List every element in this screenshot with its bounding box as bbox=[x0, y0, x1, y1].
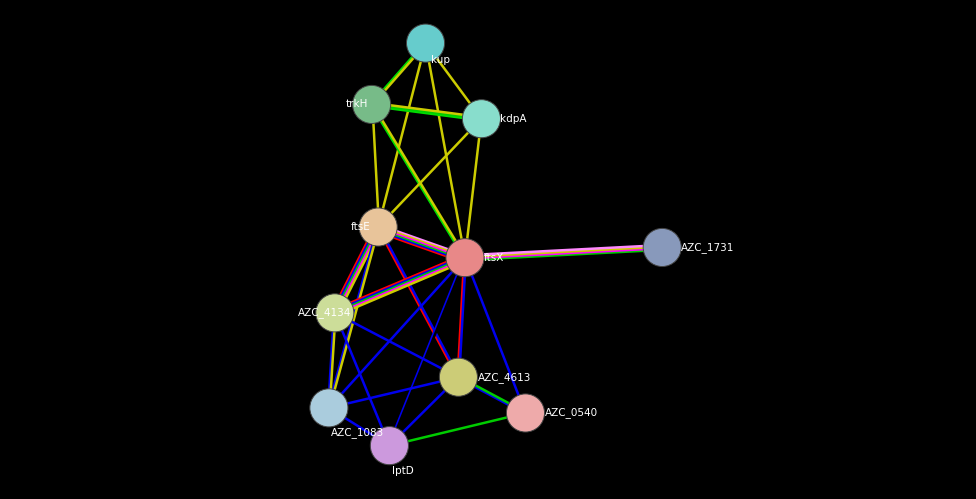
Text: ftsE: ftsE bbox=[351, 222, 371, 232]
Text: AZC_1083: AZC_1083 bbox=[331, 427, 385, 438]
Circle shape bbox=[370, 427, 408, 465]
Text: kup: kup bbox=[431, 55, 450, 65]
Text: kdpA: kdpA bbox=[501, 114, 527, 124]
Text: AZC_1731: AZC_1731 bbox=[681, 242, 735, 253]
Circle shape bbox=[359, 208, 397, 246]
Circle shape bbox=[446, 239, 484, 277]
Circle shape bbox=[352, 85, 390, 123]
Circle shape bbox=[406, 24, 445, 62]
Text: AZC_0540: AZC_0540 bbox=[545, 408, 597, 419]
Circle shape bbox=[309, 389, 348, 427]
Text: ftsX: ftsX bbox=[484, 252, 505, 262]
Text: lptD: lptD bbox=[391, 466, 414, 476]
Circle shape bbox=[507, 394, 545, 432]
Text: AZC_4613: AZC_4613 bbox=[477, 372, 531, 383]
Text: trkH: trkH bbox=[346, 99, 368, 109]
Circle shape bbox=[643, 229, 681, 266]
Circle shape bbox=[439, 358, 477, 396]
Circle shape bbox=[463, 100, 501, 138]
Text: AZC_4134: AZC_4134 bbox=[298, 307, 351, 318]
Circle shape bbox=[316, 294, 354, 332]
